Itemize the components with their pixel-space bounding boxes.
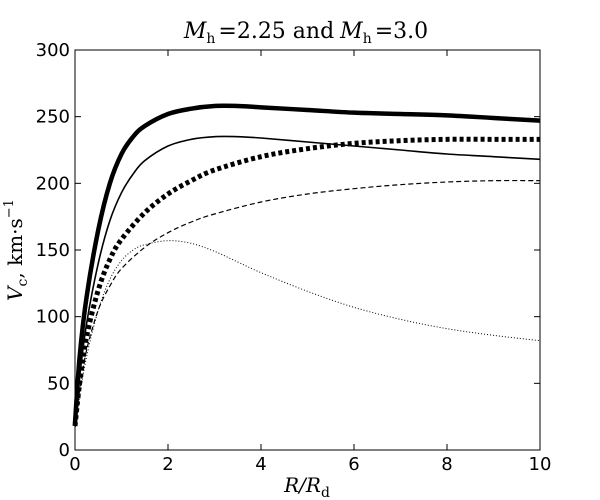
series-line-5 — [74, 240, 541, 431]
x-tick-label: 4 — [255, 454, 266, 475]
y-tick-label: 100 — [36, 307, 70, 328]
series-layer — [72, 103, 541, 431]
y-axis-ticks: 0 50 100 150 200 250 300 — [36, 40, 540, 461]
x-tick-label: 8 — [441, 454, 452, 475]
y-tick-label: 0 — [59, 440, 70, 461]
series-line-1 — [72, 103, 541, 424]
series-line-2 — [74, 135, 541, 427]
y-axis-label: Vc, km·s−1 — [2, 199, 31, 301]
series-line-4 — [74, 179, 541, 427]
x-tick-label: 6 — [348, 454, 359, 475]
y-tick-label: 250 — [36, 107, 70, 128]
series-line-3 — [72, 136, 540, 427]
y-tick-label: 300 — [36, 40, 70, 61]
x-axis-label: R/Rd — [283, 473, 330, 500]
chart-title: Mh =2.25 and Mh =3.0 — [183, 19, 428, 47]
x-tick-label: 2 — [162, 454, 173, 475]
x-axis-ticks: 0 2 4 6 8 10 — [69, 50, 551, 475]
y-tick-label: 150 — [36, 240, 70, 261]
y-tick-label: 200 — [36, 173, 70, 194]
x-tick-label: 0 — [69, 454, 80, 475]
x-tick-label: 10 — [529, 454, 552, 475]
y-tick-label: 50 — [47, 373, 70, 394]
